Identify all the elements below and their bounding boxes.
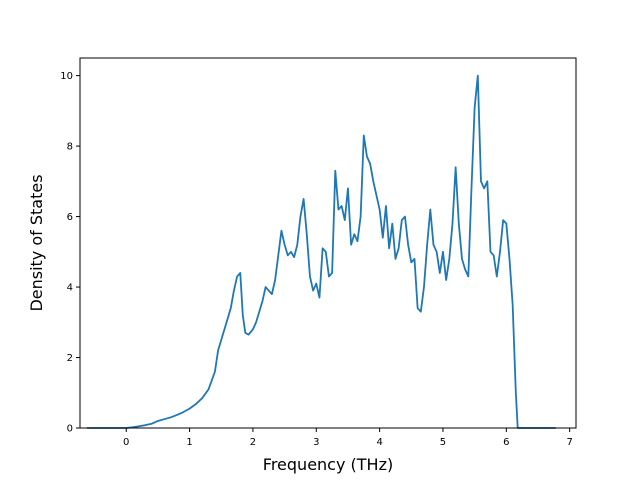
y-tick-label: 6 bbox=[67, 212, 73, 223]
y-tick-label: 4 bbox=[67, 283, 73, 294]
x-tick-label: 4 bbox=[376, 437, 382, 448]
y-tick-label: 2 bbox=[67, 353, 73, 364]
plot-area bbox=[86, 74, 556, 429]
x-tick-label: 0 bbox=[123, 437, 129, 448]
ticks: 0 1 2 3 4 5 6 7 0 2 4 6 8 10 bbox=[60, 71, 573, 448]
y-tick-label: 10 bbox=[60, 71, 73, 82]
x-tick-label: 5 bbox=[440, 437, 446, 448]
y-axis-label: Density of States bbox=[27, 174, 46, 311]
axes-frame bbox=[79, 57, 577, 429]
y-tick-label: 8 bbox=[67, 142, 73, 153]
y-tick-label: 0 bbox=[67, 424, 73, 435]
x-tick-label: 6 bbox=[503, 437, 509, 448]
x-axis-label: Frequency (THz) bbox=[263, 455, 393, 474]
series-line-0 bbox=[86, 74, 556, 429]
x-tick-label: 3 bbox=[313, 437, 319, 448]
x-tick-label: 1 bbox=[186, 437, 192, 448]
x-tick-label: 2 bbox=[250, 437, 256, 448]
x-tick-label: 7 bbox=[566, 437, 572, 448]
